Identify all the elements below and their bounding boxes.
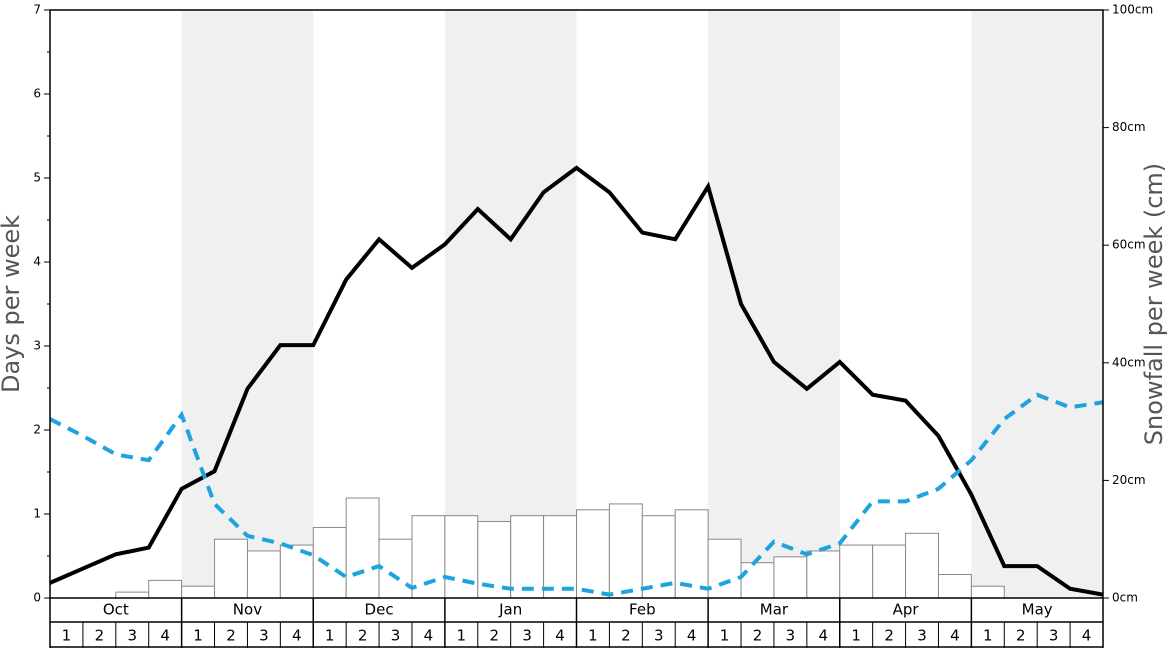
- month-label: Feb: [629, 601, 656, 619]
- x-tick-label: 4: [292, 627, 302, 645]
- y2-axis-title: Snowfall per week (cm): [1140, 163, 1168, 445]
- y2-tick-label: 100cm: [1112, 3, 1153, 17]
- x-tick-label: 1: [193, 627, 203, 645]
- x-tick-label: 2: [226, 627, 236, 645]
- x-tick-label: 2: [358, 627, 368, 645]
- month-label: Mar: [760, 601, 789, 619]
- x-tick-label: 4: [819, 627, 829, 645]
- line: [49, 392, 1104, 597]
- x-tick-label: 3: [522, 627, 532, 645]
- x-tick-label: 1: [851, 627, 861, 645]
- bar: [444, 515, 479, 599]
- month-label: Nov: [233, 601, 262, 619]
- bar: [806, 550, 841, 599]
- y-tick-label: 5: [33, 171, 41, 185]
- x-tick-label: 3: [654, 627, 664, 645]
- month-shade: [444, 10, 577, 598]
- month-shade: [971, 10, 1103, 598]
- y2-tick-label: 60cm: [1112, 238, 1146, 252]
- bar: [378, 538, 413, 599]
- y2-tick-label: 40cm: [1112, 355, 1146, 369]
- x-tick-label: 3: [1049, 627, 1059, 645]
- y-tick-label: 0: [33, 591, 41, 605]
- x-tick-label: 3: [259, 627, 269, 645]
- x-tick-label: 1: [720, 627, 730, 645]
- month-label: Apr: [893, 601, 920, 619]
- bar: [905, 532, 939, 599]
- x-tick-label: 1: [325, 627, 335, 645]
- y2-tick-label: 20cm: [1112, 473, 1146, 487]
- bar: [312, 526, 347, 599]
- y-tick-label: 2: [33, 423, 41, 437]
- x-tick-label: 1: [983, 627, 993, 645]
- y-tick-label: 1: [33, 507, 41, 521]
- x-tick-label: 2: [621, 627, 631, 645]
- x-tick-label: 2: [1016, 627, 1026, 645]
- bar: [839, 544, 874, 599]
- bar: [345, 497, 380, 599]
- x-tick-label: 4: [950, 627, 960, 645]
- y2-tick-label: 0cm: [1112, 591, 1138, 605]
- bar: [608, 503, 643, 599]
- x-tick-label: 3: [786, 627, 796, 645]
- x-tick-label: 1: [588, 627, 598, 645]
- x-tick-label: 1: [457, 627, 467, 645]
- x-tick-label: 3: [391, 627, 401, 645]
- x-tick-label: 2: [489, 627, 499, 645]
- month-label: Dec: [365, 601, 394, 619]
- x-tick-label: 4: [424, 627, 434, 645]
- bar: [740, 562, 775, 599]
- x-tick-label: 4: [1082, 627, 1092, 645]
- month-label: Jan: [498, 601, 522, 619]
- bar: [773, 556, 808, 599]
- x-tick-label: 2: [753, 627, 763, 645]
- y-tick-label: 4: [33, 255, 41, 269]
- bar: [543, 515, 577, 599]
- bar: [576, 509, 610, 599]
- x-tick-label: 1: [62, 627, 72, 645]
- y-tick-label: 6: [33, 87, 41, 101]
- y-axis-title: Days per week: [0, 215, 25, 393]
- bar: [411, 515, 446, 599]
- x-tick-label: 3: [127, 627, 137, 645]
- bar: [214, 538, 248, 599]
- y-tick-label: 3: [33, 339, 41, 353]
- y-tick-label: 7: [33, 3, 41, 17]
- bar: [148, 579, 183, 599]
- x-tick-label: 2: [884, 627, 894, 645]
- x-tick-label: 4: [160, 627, 170, 645]
- y2-tick-label: 80cm: [1112, 120, 1146, 134]
- bar: [707, 538, 742, 599]
- x-tick-label: 3: [917, 627, 927, 645]
- line: [49, 165, 1104, 597]
- bar: [510, 515, 545, 599]
- x-tick-label: 2: [95, 627, 105, 645]
- bar: [937, 573, 972, 599]
- month-shade: [181, 10, 314, 598]
- bar: [246, 550, 281, 599]
- month-label: May: [1022, 601, 1053, 619]
- x-tick-label: 4: [687, 627, 697, 645]
- bar: [872, 544, 907, 599]
- bar: [181, 585, 216, 599]
- month-label: Oct: [103, 601, 129, 619]
- x-tick-label: 4: [555, 627, 565, 645]
- bar: [970, 585, 1005, 599]
- month-shade: [708, 10, 840, 598]
- bar: [115, 591, 150, 599]
